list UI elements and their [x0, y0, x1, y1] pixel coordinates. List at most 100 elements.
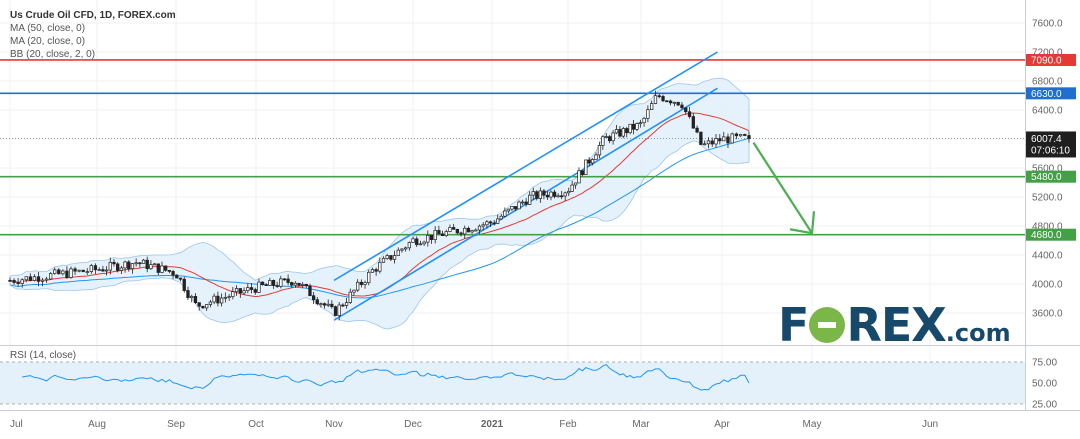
candle	[650, 100, 654, 110]
candle	[264, 283, 268, 286]
candle	[470, 229, 474, 234]
candle	[108, 257, 112, 275]
bollinger-band	[9, 77, 750, 330]
candle	[538, 187, 542, 203]
logo-o-icon	[809, 307, 846, 343]
candle	[238, 288, 242, 298]
candle	[545, 191, 550, 200]
candle	[61, 269, 65, 276]
horizontal-grid	[0, 22, 1025, 314]
candle	[201, 305, 205, 309]
candle	[53, 267, 57, 275]
candle	[171, 269, 175, 280]
rsi-tick-label: 50.00	[1032, 379, 1057, 390]
candle	[488, 220, 493, 228]
candle	[477, 224, 482, 235]
candle	[638, 119, 643, 128]
time-tick-label: Feb	[559, 419, 577, 430]
candle	[385, 253, 389, 260]
candle	[359, 279, 364, 288]
candle	[164, 265, 168, 272]
svg-text:7090.0: 7090.0	[1031, 55, 1062, 66]
candle	[392, 250, 397, 264]
time-tick-label: Dec	[404, 419, 422, 430]
price-tick-label: 4800.0	[1032, 222, 1063, 233]
candle	[684, 107, 688, 115]
time-tick-label: Sep	[167, 419, 185, 430]
candle	[282, 277, 287, 281]
candle	[418, 240, 423, 246]
level-tag: 4680.0	[1026, 228, 1076, 241]
candle	[223, 292, 228, 303]
time-tick-label: Oct	[248, 419, 264, 430]
candle	[614, 124, 619, 135]
candle	[348, 288, 352, 305]
candle	[85, 268, 89, 276]
candle	[40, 277, 45, 287]
candle	[506, 208, 511, 214]
price-tick-label: 7200.0	[1032, 48, 1063, 59]
chart-legend: Us Crude Oil CFD, 1D, FOREX.com MA (50, …	[10, 9, 176, 61]
vertical-grid	[9, 0, 931, 410]
forex-logo: F REX.com	[778, 298, 1011, 352]
candle	[127, 260, 131, 272]
candle	[337, 302, 341, 321]
price-tick-label: 4000.0	[1032, 280, 1063, 291]
candle	[104, 266, 109, 276]
candle	[531, 187, 535, 200]
candle	[374, 267, 378, 276]
candle	[611, 130, 615, 145]
current-price-tag: 6007.407:06:10	[1026, 131, 1076, 158]
candle	[676, 101, 680, 106]
candle	[367, 269, 371, 286]
price-tick-label: 3600.0	[1032, 309, 1063, 320]
rsi-band	[0, 362, 1025, 404]
candlesticks	[8, 90, 751, 321]
candle	[691, 113, 695, 129]
time-tick-label: Jun	[922, 419, 938, 430]
candle	[205, 304, 209, 311]
candle	[524, 197, 528, 207]
candle	[378, 257, 382, 274]
candle	[452, 223, 456, 230]
candle	[370, 267, 375, 273]
candle	[268, 277, 272, 286]
chart-title: Us Crude Oil CFD, 1D, FOREX.com	[10, 10, 176, 21]
time-tick-label: May	[803, 419, 822, 430]
candle	[227, 294, 231, 301]
candle	[16, 278, 20, 287]
candle	[440, 230, 445, 236]
candle	[389, 255, 393, 262]
candle	[242, 287, 246, 295]
svg-text:6007.4: 6007.4	[1031, 134, 1062, 145]
candle	[481, 222, 485, 231]
candle	[175, 274, 179, 279]
candle	[628, 123, 632, 135]
level-tag: 7090.0	[1026, 53, 1076, 66]
candle	[706, 137, 711, 149]
candle	[246, 283, 250, 294]
candle	[32, 274, 37, 282]
candle	[437, 225, 441, 235]
candle	[116, 262, 120, 273]
candle	[12, 278, 16, 286]
time-tick-label: Aug	[88, 419, 106, 430]
svg-text:07:06:10: 07:06:10	[1031, 145, 1070, 156]
candle	[396, 247, 400, 256]
candle	[687, 106, 692, 119]
ma50-line	[9, 137, 750, 299]
legend-ma50: MA (50, close, 0)	[10, 23, 86, 34]
candle	[695, 125, 699, 134]
candle	[381, 256, 386, 263]
legend-ma20: MA (20, close, 0)	[10, 36, 86, 47]
candle	[577, 167, 581, 184]
candle	[584, 159, 588, 175]
candle	[621, 126, 625, 139]
price-tick-label: 7600.0	[1032, 19, 1063, 30]
time-axis[interactable]: Jul Aug Sep Oct Nov Dec 2021 Feb Mar Apr May Jun	[10, 419, 938, 430]
rsi-line	[22, 363, 750, 391]
candle	[738, 133, 743, 137]
candle	[119, 265, 124, 275]
candle	[97, 267, 101, 272]
